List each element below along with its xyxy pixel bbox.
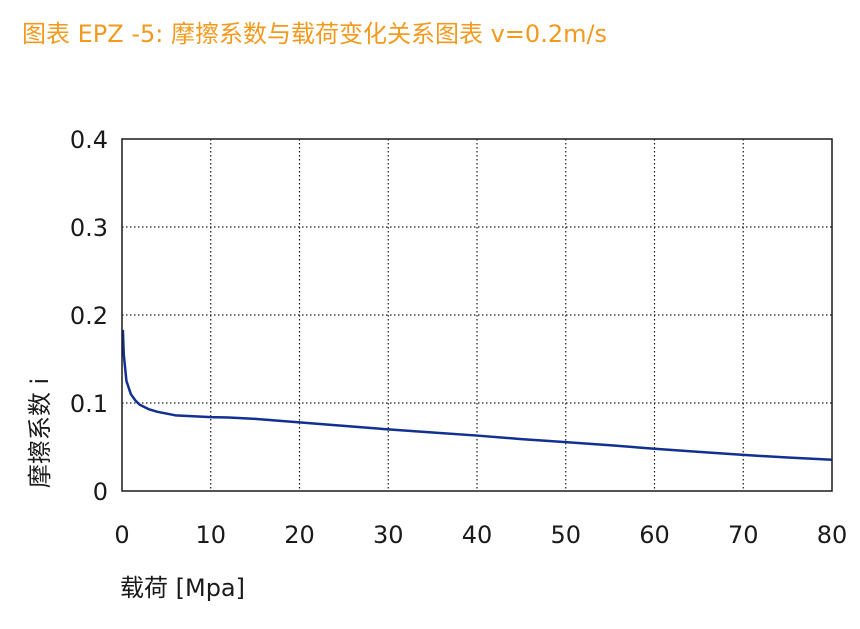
x-tick-label: 40 [462, 521, 493, 549]
x-tick-label: 80 [817, 521, 848, 549]
series-layer [121, 329, 833, 462]
y-tick-label: 0.4 [70, 126, 108, 154]
y-tick-label: 0 [93, 478, 108, 506]
y-tick-label: 0.3 [70, 214, 108, 242]
y-axis-title: 摩擦系数 i [26, 378, 54, 488]
y-tick-label: 0.1 [70, 390, 108, 418]
x-tick-label: 60 [639, 521, 670, 549]
plot-frame [121, 138, 833, 492]
x-tick-label: 50 [550, 521, 581, 549]
x-tick-label: 70 [728, 521, 759, 549]
chart-title: 图表 EPZ -5: 摩擦系数与载荷变化关系图表 v=0.2m/s [22, 20, 608, 48]
grid-lines [122, 139, 832, 491]
x-tick-label: 0 [114, 521, 129, 549]
x-axis-title: 载荷 [Mpa] [120, 574, 245, 602]
x-tick-label: 30 [373, 521, 404, 549]
x-tick-label: 10 [195, 521, 226, 549]
x-tick-label: 20 [284, 521, 315, 549]
y-tick-label: 0.2 [70, 302, 108, 330]
friction-series-line [121, 329, 833, 462]
tick-labels: 0 10 20 30 40 50 60 70 80 0 0.1 0.2 0.3 0.4 [70, 126, 847, 549]
